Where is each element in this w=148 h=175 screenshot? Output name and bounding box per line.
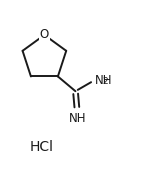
- Text: 2: 2: [103, 77, 108, 86]
- Text: HCl: HCl: [29, 140, 53, 154]
- Text: NH: NH: [95, 74, 112, 87]
- Text: O: O: [40, 29, 49, 41]
- Text: NH: NH: [68, 111, 86, 125]
